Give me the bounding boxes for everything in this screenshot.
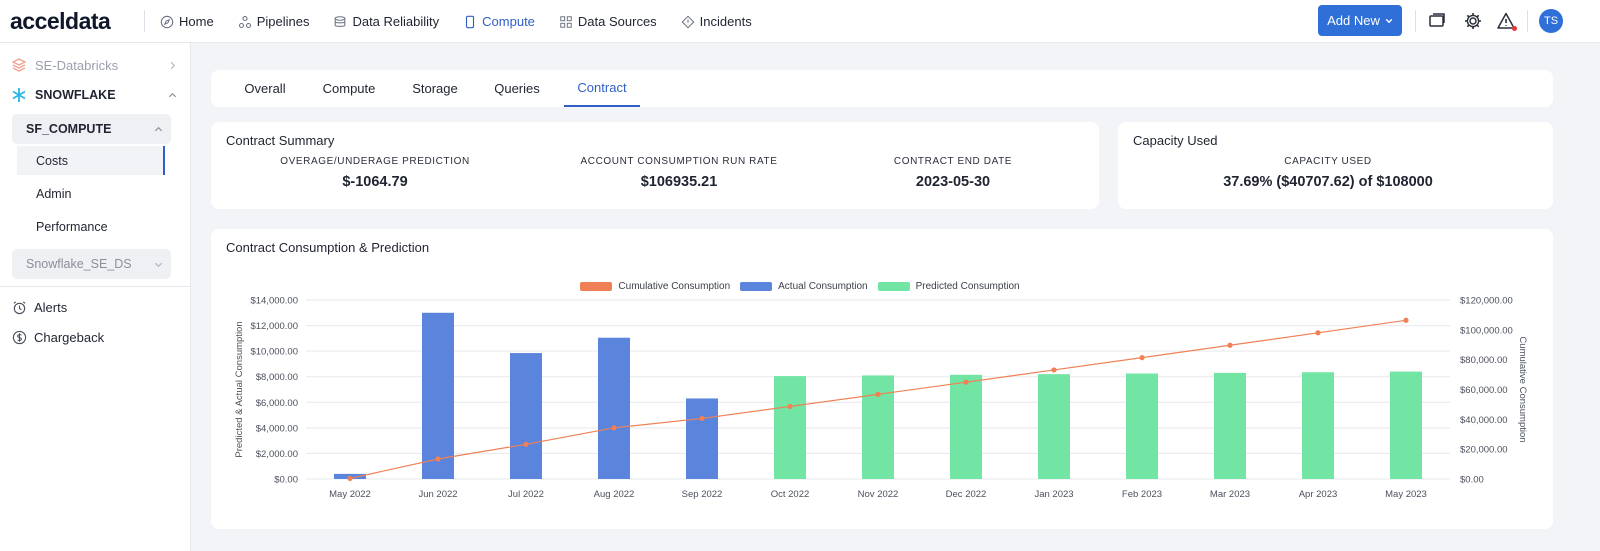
tab-queries[interactable]: Queries — [494, 81, 540, 96]
sidebar-item-snowflake[interactable]: SNOWFLAKE — [0, 85, 191, 105]
contract-summary-card: Contract Summary OVERAGE/UNDERAGE PREDIC… — [211, 122, 1099, 209]
notification-dot — [1512, 26, 1517, 31]
sidebar-item-performance[interactable]: Performance — [17, 212, 165, 241]
chart-legend: Cumulative Consumption Actual Consumptio… — [0, 281, 1600, 292]
metric-value: 37.69% ($40707.62) of $108000 — [1223, 174, 1433, 190]
consumption-chart-card: Contract Consumption & Prediction — [211, 229, 1553, 529]
sidebar-item-snowflake-se-ds[interactable]: Snowflake_SE_DS — [12, 249, 171, 279]
nav-pipelines[interactable]: Pipelines — [238, 0, 310, 43]
announcement-icon[interactable] — [1427, 11, 1447, 31]
sidebar-item-admin[interactable]: Admin — [17, 179, 165, 208]
capacity-used-metric: CAPACITY USED 37.69% ($40707.62) of $108… — [1118, 156, 1538, 190]
snowflake-icon — [12, 88, 26, 102]
metric-value: 2023-05-30 — [915, 174, 991, 190]
nav-data-reliability[interactable]: Data Reliability — [333, 0, 439, 43]
sidebar-item-label: Performance — [36, 219, 108, 234]
sidebar-item-label: Snowflake_SE_DS — [26, 257, 132, 271]
capacity-used-card: Capacity Used CAPACITY USED 37.69% ($407… — [1118, 122, 1553, 209]
legend-label: Actual Consumption — [778, 281, 868, 292]
nav-incidents-label: Incidents — [699, 14, 752, 29]
nav-incidents[interactable]: Incidents — [681, 0, 752, 43]
sidebar-item-chargeback[interactable]: Chargeback — [0, 327, 191, 347]
tab-compute[interactable]: Compute — [322, 81, 376, 96]
add-new-label: Add New — [1327, 13, 1380, 28]
sidebar-item-costs[interactable]: Costs — [17, 146, 165, 175]
datasource-icon — [560, 15, 572, 28]
metric-label: OVERAGE/UNDERAGE PREDICTION — [280, 156, 470, 167]
legend-predicted[interactable]: Predicted Consumption — [877, 281, 1020, 292]
nav-data-reliability-label: Data Reliability — [352, 14, 440, 29]
main-nav: Home Pipelines Data Reliability Compute … — [160, 0, 752, 43]
gear-icon[interactable] — [1463, 11, 1483, 31]
toolbar-divider — [1415, 10, 1416, 32]
metric-value: $-1064.79 — [342, 174, 408, 190]
chevron-right-icon — [170, 61, 176, 69]
tab-storage[interactable]: Storage — [412, 81, 458, 96]
databricks-icon — [11, 58, 27, 72]
nav-home-label: Home — [179, 14, 214, 29]
legend-actual[interactable]: Actual Consumption — [740, 281, 868, 292]
chevron-up-icon — [154, 126, 163, 131]
app-logo[interactable]: acceldata — [10, 8, 111, 34]
contract-end-date-metric: CONTRACT END DATE 2023-05-30 — [823, 156, 1083, 190]
pipeline-icon — [238, 15, 251, 28]
legend-swatch — [580, 282, 613, 291]
nav-pipelines-label: Pipelines — [256, 14, 310, 29]
dollar-circle-icon — [12, 330, 27, 344]
metric-label: CONTRACT END DATE — [893, 156, 1013, 167]
contract-summary-title: Contract Summary — [226, 133, 335, 148]
tab-overall[interactable]: Overall — [244, 81, 286, 96]
legend-swatch — [740, 282, 773, 291]
sidebar-item-label: Costs — [36, 153, 68, 168]
alert-triangle-icon[interactable] — [1496, 11, 1516, 31]
database-icon — [335, 15, 346, 27]
metric-label: ACCOUNT CONSUMPTION RUN RATE — [580, 156, 778, 167]
add-new-button[interactable]: Add New — [1318, 5, 1402, 36]
sidebar-item-label: Admin — [36, 186, 72, 201]
sidebar-item-alerts[interactable]: Alerts — [0, 297, 191, 317]
tab-bar: Overall Compute Storage Queries Contract — [211, 70, 1553, 107]
sidebar-item-sf-compute[interactable]: SF_COMPUTE — [12, 114, 171, 144]
overage-prediction-metric: OVERAGE/UNDERAGE PREDICTION $-1064.79 — [245, 156, 505, 190]
tab-contract[interactable]: Contract — [564, 70, 640, 107]
top-bar: acceldata Home Pipelines Data Reliabilit… — [0, 0, 1600, 43]
sidebar: SE-Databricks SNOWFLAKE SF_COMPUTE Costs… — [0, 43, 191, 551]
chevron-up-icon — [168, 92, 177, 97]
run-rate-metric: ACCOUNT CONSUMPTION RUN RATE $106935.21 — [549, 156, 809, 190]
nav-data-sources[interactable]: Data Sources — [559, 0, 657, 43]
nav-compute-label: Compute — [482, 14, 535, 29]
toolbar-divider — [1527, 10, 1528, 32]
sidebar-item-label: SE-Databricks — [35, 57, 119, 73]
sidebar-item-label: Alerts — [34, 299, 68, 315]
nav-home[interactable]: Home — [160, 0, 214, 43]
nav-data-sources-label: Data Sources — [577, 14, 657, 29]
compute-icon — [466, 15, 475, 28]
capacity-used-title: Capacity Used — [1133, 133, 1218, 148]
chevron-down-icon — [154, 262, 163, 267]
sidebar-item-label: Chargeback — [34, 329, 105, 345]
sidebar-item-label: SNOWFLAKE — [35, 88, 116, 102]
sidebar-item-se-databricks[interactable]: SE-Databricks — [0, 55, 191, 75]
alarm-clock-icon — [13, 300, 26, 314]
avatar[interactable]: TS — [1539, 9, 1563, 33]
metric-label: CAPACITY USED — [1284, 156, 1372, 167]
chevron-down-icon — [1385, 18, 1393, 23]
nav-compute[interactable]: Compute — [463, 0, 535, 43]
sidebar-divider — [0, 286, 191, 287]
legend-cumulative[interactable]: Cumulative Consumption — [580, 281, 730, 292]
compass-icon — [160, 15, 174, 28]
legend-label: Cumulative Consumption — [618, 281, 731, 292]
sidebar-item-label: SF_COMPUTE — [26, 122, 112, 136]
legend-label: Predicted Consumption — [915, 281, 1020, 292]
metric-value: $106935.21 — [640, 174, 718, 190]
legend-swatch — [877, 282, 910, 291]
logo-divider — [144, 10, 145, 32]
consumption-chart-title: Contract Consumption & Prediction — [226, 240, 430, 255]
incident-icon — [681, 15, 695, 28]
